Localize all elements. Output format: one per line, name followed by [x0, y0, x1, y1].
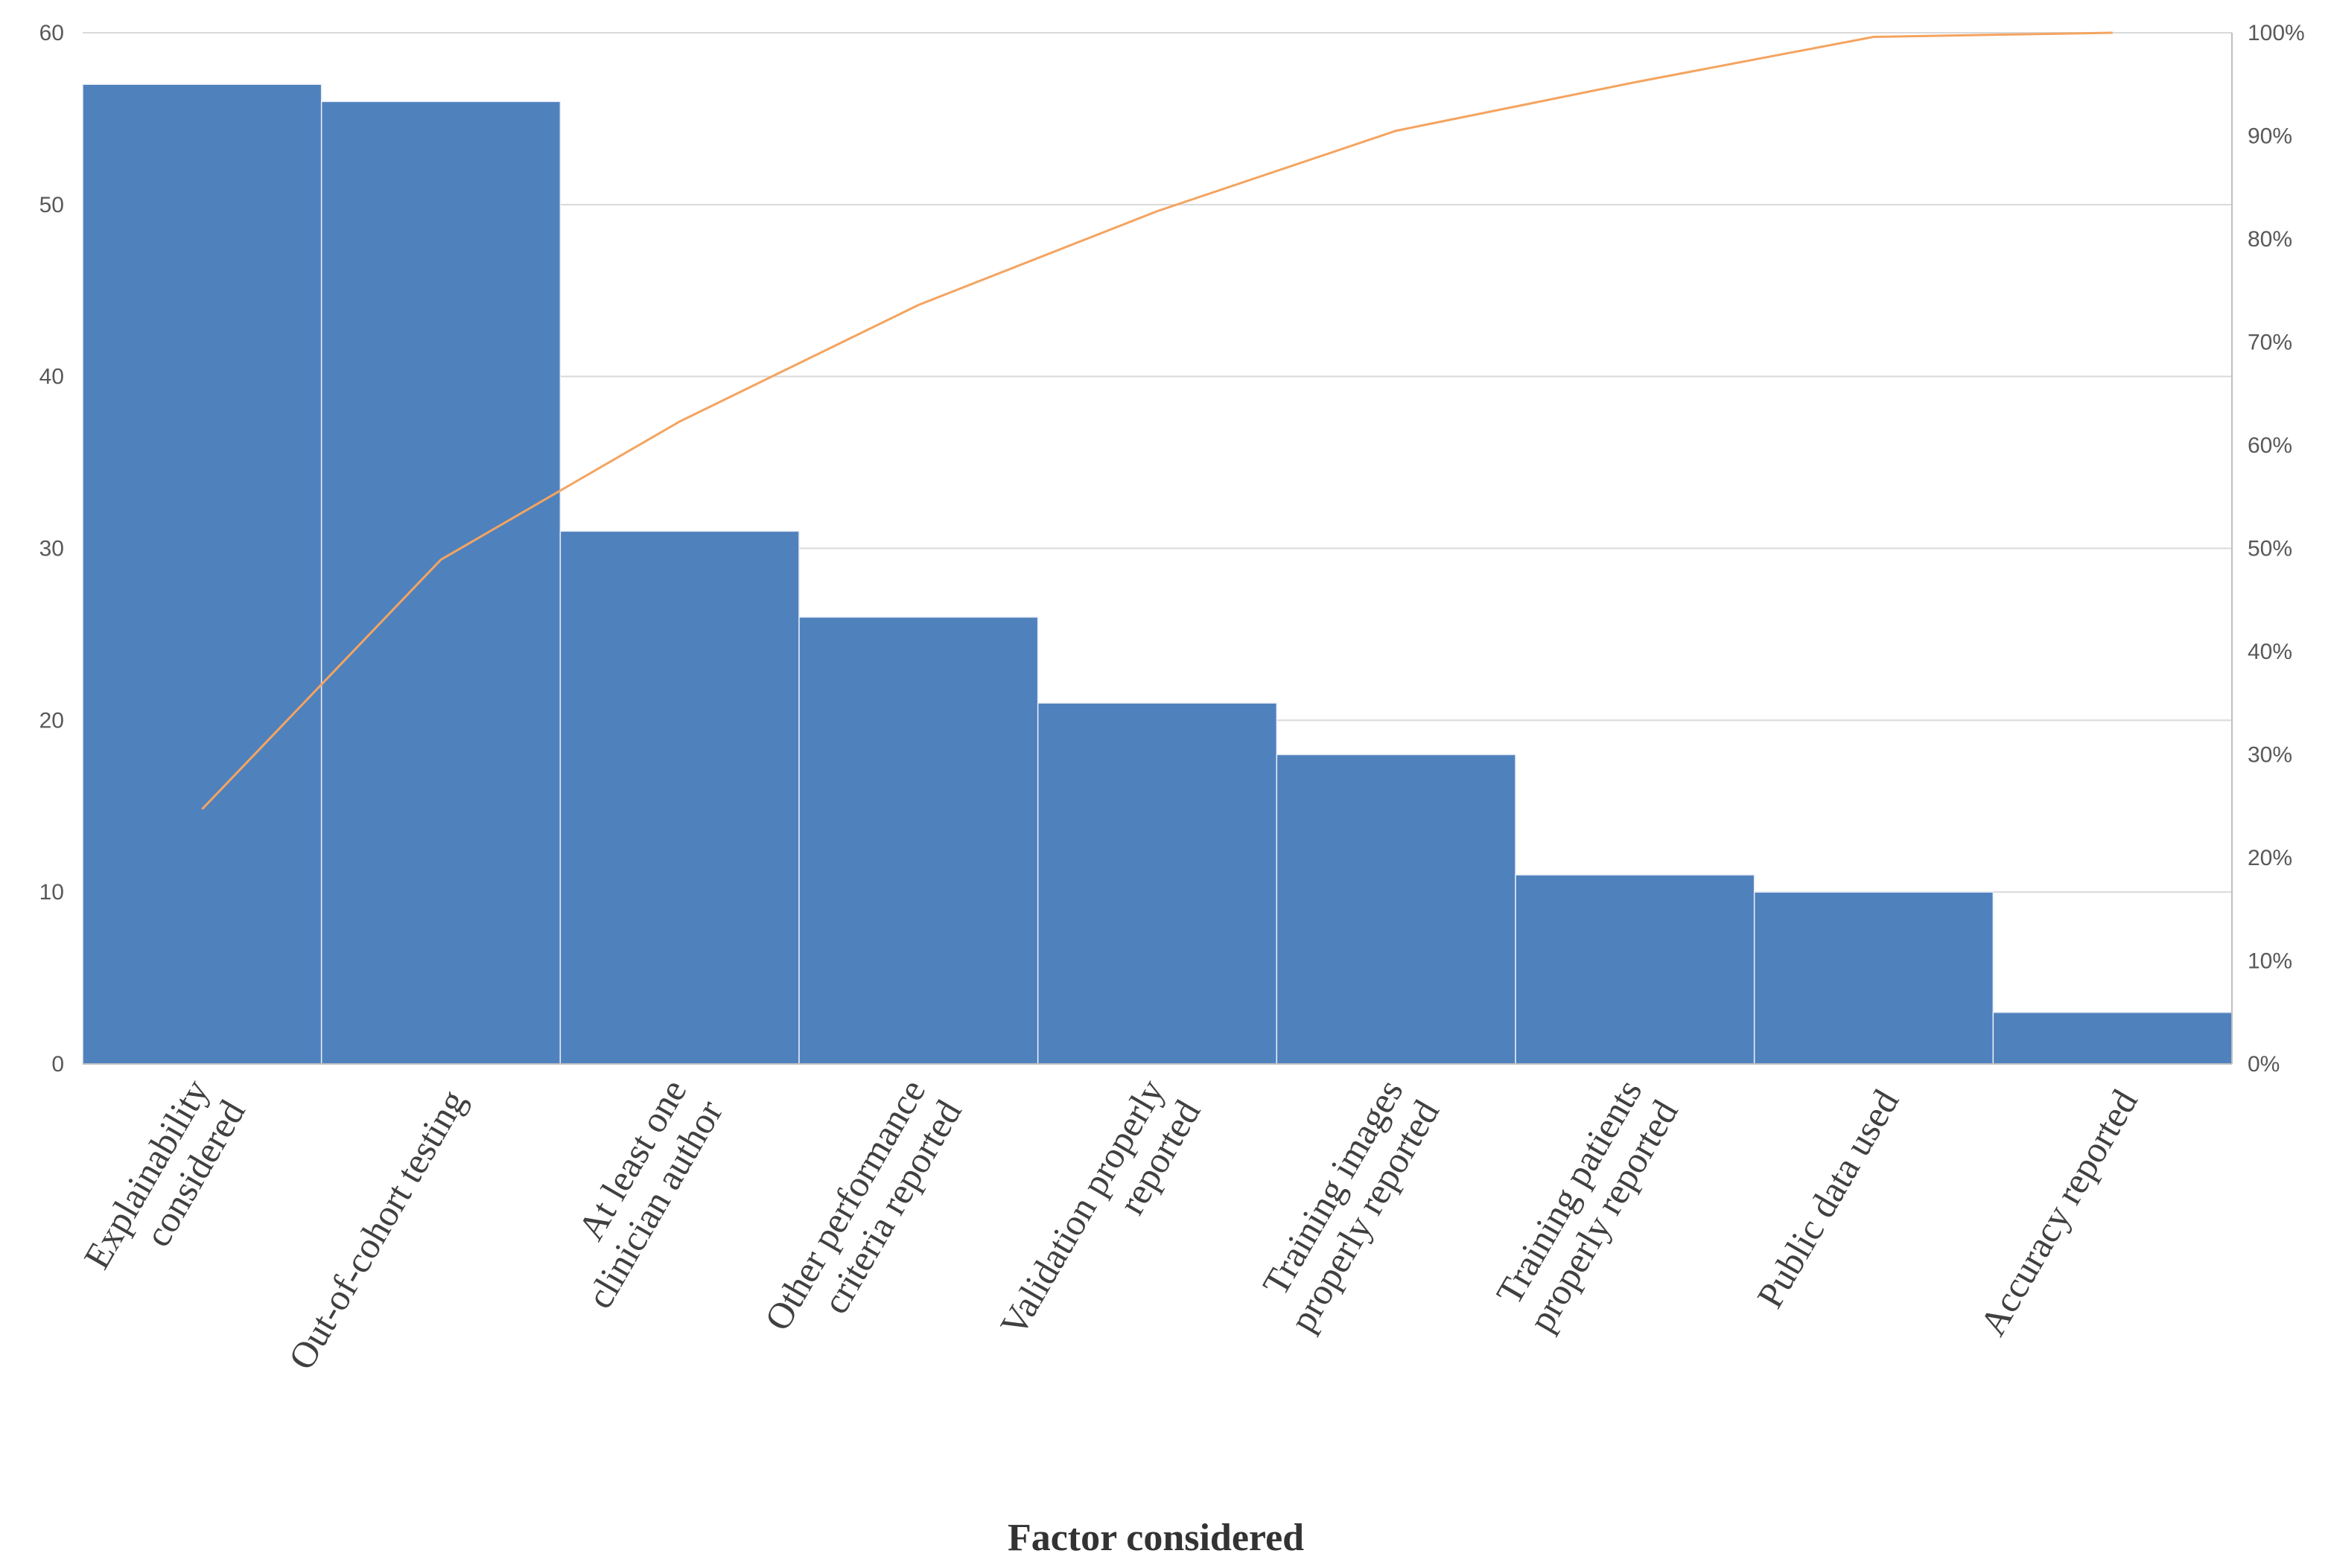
left-tick-label: 10 — [39, 880, 64, 905]
bar — [1992, 1012, 2233, 1065]
right-tick-label: 100% — [2248, 21, 2305, 45]
bar-series — [82, 83, 2233, 1065]
bar — [1753, 891, 1994, 1065]
category-label-line: Out-of-cohort testing — [280, 1083, 474, 1377]
left-tick-label: 0 — [51, 1052, 64, 1077]
left-tick-label: 30 — [39, 537, 64, 561]
bar — [82, 83, 322, 1065]
right-tick-label: 70% — [2248, 331, 2292, 355]
bar — [798, 616, 1039, 1065]
right-tick-label: 80% — [2248, 227, 2292, 252]
bar — [1276, 753, 1516, 1065]
category-label-line: Public data used — [1749, 1083, 1907, 1315]
left-tick-label: 40 — [39, 365, 64, 389]
cumulative-line-series — [201, 31, 2113, 810]
left-axis-ticks: 0 10 20 30 40 50 60 — [39, 21, 64, 1077]
right-tick-label: 20% — [2248, 846, 2292, 870]
bar — [320, 101, 562, 1065]
axes — [83, 33, 2233, 1065]
right-tick-label: 50% — [2248, 537, 2292, 561]
category-label-line: Accuracy reported — [1971, 1083, 2146, 1342]
category-label: Accuracy reported — [1971, 1083, 2146, 1342]
left-tick-label: 50 — [39, 193, 64, 217]
bar — [1037, 702, 1278, 1065]
right-tick-label: 30% — [2248, 743, 2292, 768]
bar — [1515, 874, 1755, 1065]
bar — [559, 530, 800, 1065]
right-tick-label: 0% — [2248, 1052, 2280, 1077]
left-tick-label: 60 — [39, 21, 64, 45]
category-label: Out-of-cohort testing — [280, 1083, 474, 1377]
category-label: Public data used — [1749, 1083, 1907, 1315]
cumulative-line — [201, 31, 2113, 810]
right-tick-label: 40% — [2248, 640, 2292, 664]
right-axis-ticks: 0% 10% 20% 30% 40% 50% 60% 70% 80% 90% 100% — [2248, 21, 2305, 1077]
right-tick-label: 90% — [2248, 124, 2292, 149]
left-tick-label: 20 — [39, 708, 64, 733]
right-tick-label: 60% — [2248, 433, 2292, 458]
x-axis-title: Factor considered — [1008, 1517, 1304, 1559]
right-tick-label: 10% — [2248, 949, 2292, 974]
